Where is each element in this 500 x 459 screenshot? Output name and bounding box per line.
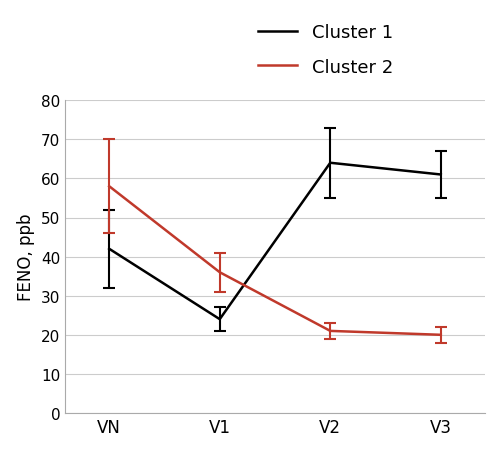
- Legend: Cluster 1, Cluster 2: Cluster 1, Cluster 2: [258, 24, 393, 76]
- Y-axis label: FENO, ppb: FENO, ppb: [17, 213, 35, 301]
